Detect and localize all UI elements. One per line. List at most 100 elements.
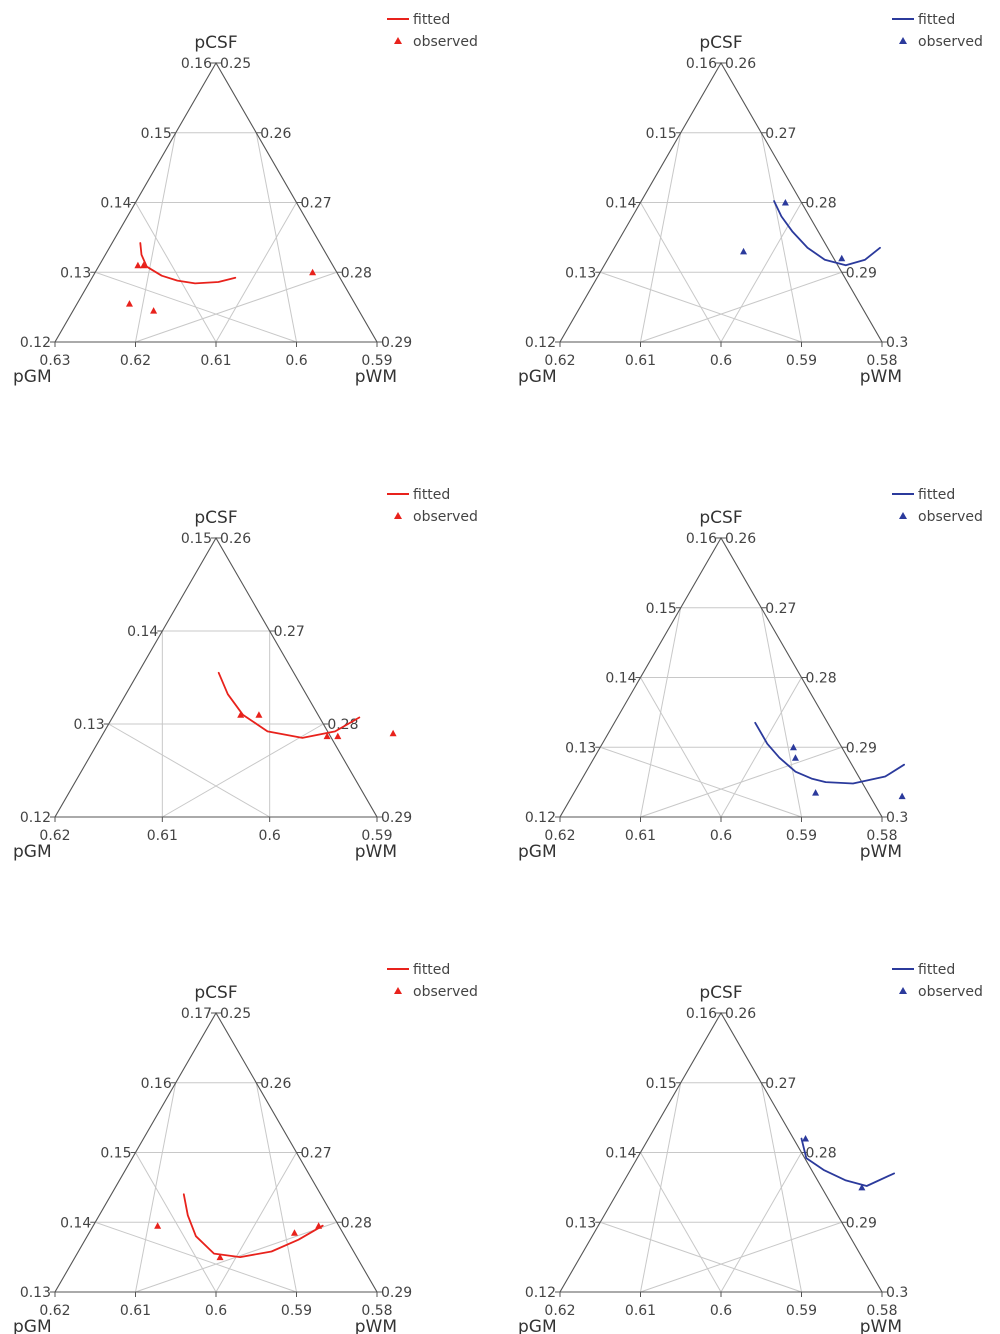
observed-marker xyxy=(255,711,263,718)
observed-marker xyxy=(290,1229,298,1236)
wm-tick-label: 0.29 xyxy=(381,335,412,351)
csf-tick-label: 0.13 xyxy=(73,717,104,733)
gm-tick-label: 0.59 xyxy=(361,828,392,844)
axis-label-left: pGM xyxy=(13,1317,52,1334)
csf-tick-label: 0.13 xyxy=(565,740,596,756)
axis-label-right: pWM xyxy=(860,367,902,387)
gm-tick-label: 0.61 xyxy=(625,1303,656,1319)
legend-marker-swatch xyxy=(899,987,907,994)
ternary-panel-1: 0.12 0.13 0.14 0.15 0.16 0.63 0.62 0.61 0.6 0.59 0… xyxy=(13,12,478,387)
csf-tick-label: 0.12 xyxy=(525,335,556,351)
observed-marker xyxy=(237,711,245,718)
gridlines xyxy=(600,607,842,818)
gm-tick-label: 0.58 xyxy=(866,353,897,369)
observed-marker xyxy=(858,1183,866,1191)
gridlines xyxy=(95,1082,337,1293)
observed-marker xyxy=(315,1222,323,1229)
legend-label-fitted: fitted xyxy=(918,962,955,978)
wm-tick-label: 0.27 xyxy=(765,1076,796,1092)
gm-tick-label: 0.6 xyxy=(710,828,732,844)
gridline-wm xyxy=(255,1082,297,1293)
legend-label-observed: observed xyxy=(413,34,478,50)
legend: fitted observed xyxy=(892,962,983,1000)
axis-label-top: pCSF xyxy=(699,983,742,1003)
csf-tick-label: 0.16 xyxy=(181,56,212,72)
gm-tick-label: 0.61 xyxy=(200,353,231,369)
csf-tick-label: 0.15 xyxy=(646,601,677,617)
legend-marker-swatch xyxy=(394,37,402,44)
axis-label-top: pCSF xyxy=(699,33,742,53)
gm-tick-label: 0.58 xyxy=(866,828,897,844)
wm-tick-label: 0.28 xyxy=(806,1146,837,1162)
wm-tick-label: 0.26 xyxy=(260,1076,291,1092)
legend: fitted observed xyxy=(387,12,478,50)
axis-label-top: pCSF xyxy=(194,33,237,53)
gm-tick-label: 0.6 xyxy=(259,828,281,844)
observed-marker xyxy=(898,792,906,800)
axis-label-top: pCSF xyxy=(194,508,237,528)
observed-marker xyxy=(812,789,820,796)
gm-tick-label: 0.59 xyxy=(786,1303,817,1319)
legend: fitted observed xyxy=(892,12,983,50)
gm-tick-label: 0.61 xyxy=(625,353,656,369)
axis-label-right: pWM xyxy=(355,367,397,387)
csf-tick-label: 0.15 xyxy=(646,126,677,142)
observed-marker xyxy=(125,300,133,307)
wm-tick-label: 0.26 xyxy=(725,56,756,72)
observed-marker xyxy=(134,261,142,269)
legend-marker-swatch xyxy=(394,512,402,519)
observed-marker xyxy=(154,1222,162,1229)
gridline-gm xyxy=(135,1152,217,1293)
gm-tick-label: 0.62 xyxy=(544,828,575,844)
wm-tick-label: 0.29 xyxy=(381,810,412,826)
axis-label-top: pCSF xyxy=(699,508,742,528)
csf-tick-label: 0.14 xyxy=(127,624,158,640)
observed-marker xyxy=(323,732,331,740)
csf-tick-label: 0.17 xyxy=(181,1006,212,1022)
gridline-gm xyxy=(95,1221,297,1293)
wm-tick-label: 0.27 xyxy=(301,1146,332,1162)
gridline-wm xyxy=(760,132,802,343)
axis-label-right: pWM xyxy=(860,1317,902,1334)
gm-tick-label: 0.62 xyxy=(544,353,575,369)
observed-marker xyxy=(789,743,797,751)
ternary-panel-5: 0.13 0.14 0.15 0.16 0.17 0.62 0.61 0.6 0.59 0.58 0… xyxy=(13,962,478,1334)
wm-tick-label: 0.28 xyxy=(327,717,358,733)
gridline-gm xyxy=(108,723,270,818)
axis-label-left: pGM xyxy=(518,842,557,862)
gm-tick-label: 0.62 xyxy=(39,1303,70,1319)
wm-tick-label: 0.29 xyxy=(846,1215,877,1231)
axis-label-right: pWM xyxy=(355,842,397,862)
fitted-line xyxy=(754,721,905,785)
csf-tick-label: 0.16 xyxy=(141,1076,172,1092)
gm-tick-label: 0.58 xyxy=(361,1303,392,1319)
wm-tick-label: 0.27 xyxy=(765,601,796,617)
axis-label-right: pWM xyxy=(860,842,902,862)
csf-tick-label: 0.16 xyxy=(686,1006,717,1022)
axis-label-left: pGM xyxy=(518,367,557,387)
wm-tick-label: 0.27 xyxy=(301,196,332,212)
observed-marker xyxy=(216,1253,224,1261)
csf-tick-label: 0.16 xyxy=(686,56,717,72)
csf-tick-label: 0.15 xyxy=(181,531,212,547)
csf-tick-label: 0.14 xyxy=(605,196,636,212)
fitted-line xyxy=(800,1137,895,1187)
csf-tick-label: 0.14 xyxy=(60,1215,91,1231)
wm-tick-label: 0.25 xyxy=(220,1006,251,1022)
csf-tick-label: 0.12 xyxy=(20,335,51,351)
legend-label-fitted: fitted xyxy=(918,487,955,503)
gm-tick-label: 0.61 xyxy=(147,828,178,844)
gm-tick-label: 0.6 xyxy=(285,353,307,369)
legend: fitted observed xyxy=(892,487,983,525)
observed-marker xyxy=(802,1135,810,1142)
observed-marker xyxy=(781,199,789,206)
observed-marker xyxy=(150,307,158,314)
gridline-gm xyxy=(600,1221,802,1293)
wm-tick-label: 0.29 xyxy=(846,740,877,756)
gridline-gm xyxy=(135,202,217,343)
gridlines xyxy=(95,132,337,343)
csf-tick-label: 0.13 xyxy=(565,265,596,281)
ternary-frame xyxy=(54,536,378,818)
gridlines xyxy=(600,1082,842,1293)
csf-tick-label: 0.13 xyxy=(60,265,91,281)
